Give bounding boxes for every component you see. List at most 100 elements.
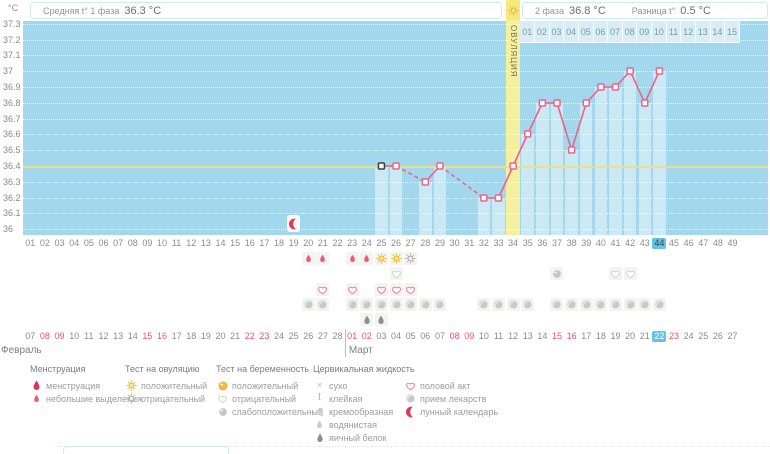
x-axis-day-label[interactable]: 26 xyxy=(391,238,402,248)
x-axis-day-label[interactable]: 13 xyxy=(200,238,211,248)
month-label-march: Март xyxy=(348,345,373,356)
month-separator xyxy=(344,329,346,357)
x-axis-day-label[interactable]: 23 xyxy=(347,238,358,248)
legend-group-5: половой акт прием лекарств лунный календар… xyxy=(404,364,498,418)
x-axis-day-label[interactable]: 27 xyxy=(405,238,416,248)
day-bar xyxy=(594,87,608,235)
icon-cell-pill xyxy=(389,298,403,311)
legend-item-label: положительный xyxy=(141,380,208,391)
legend-item-label: сухо xyxy=(329,380,348,391)
day-bar xyxy=(638,103,652,235)
dpo-cell: 03 xyxy=(549,21,565,43)
legend-item-label: менструация xyxy=(46,380,101,391)
y-axis-tick-label: 36.5 xyxy=(3,145,21,155)
x-axis-day-label[interactable]: 22 xyxy=(332,238,343,248)
icon-cell-spotting xyxy=(301,252,315,265)
icon-cell-ovulation-positive xyxy=(374,252,388,265)
x-axis-day-label[interactable]: 08 xyxy=(127,238,138,248)
x-axis-day-label[interactable]: 39 xyxy=(581,238,592,248)
x-axis-day-label[interactable]: 42 xyxy=(625,238,636,248)
x-axis-day-label[interactable]: 49 xyxy=(727,238,738,248)
date-cell: 07 xyxy=(434,331,445,341)
dpo-cell: 05 xyxy=(578,21,594,43)
date-cell: 23 xyxy=(259,331,270,341)
x-axis-day-label[interactable]: 37 xyxy=(551,238,562,248)
x-axis-day-label[interactable]: 07 xyxy=(113,238,124,248)
x-axis-day-label[interactable]: 33 xyxy=(493,238,504,248)
x-axis-day-label[interactable]: 40 xyxy=(595,238,606,248)
pill-icon xyxy=(552,300,562,309)
grid-line xyxy=(23,71,768,72)
x-axis-day-label[interactable]: 02 xyxy=(39,238,50,248)
y-axis-tick-label: 36.4 xyxy=(3,161,21,171)
date-cell: 14 xyxy=(537,331,548,341)
x-axis-day-label[interactable]: 03 xyxy=(54,238,65,248)
day-bar xyxy=(477,198,491,235)
date-cell: 20 xyxy=(215,331,226,341)
x-axis-day-label[interactable]: 44 xyxy=(652,238,667,249)
x-axis-day-label[interactable]: 47 xyxy=(698,238,709,248)
icon-cell-pregnancy-negative xyxy=(609,267,622,280)
grid-line xyxy=(23,134,768,135)
x-axis-day-label[interactable]: 28 xyxy=(420,238,431,248)
x-axis-day-label[interactable]: 12 xyxy=(186,238,197,248)
day-bar xyxy=(536,103,549,235)
date-cell: 28 xyxy=(332,331,343,341)
x-axis-day-label[interactable]: 45 xyxy=(669,238,680,248)
pill-icon xyxy=(626,300,635,309)
x-axis-day-label[interactable]: 20 xyxy=(303,238,314,248)
x-axis-day-label[interactable]: 35 xyxy=(522,238,533,248)
x-axis-day-label[interactable]: 10 xyxy=(156,238,167,248)
x-axis-day-label[interactable]: 18 xyxy=(274,238,285,248)
x-axis-day-label[interactable]: 41 xyxy=(610,238,621,248)
x-axis-day-label[interactable]: 29 xyxy=(434,238,445,248)
x-axis-day-label[interactable]: 38 xyxy=(566,238,577,248)
pill-icon xyxy=(392,300,401,309)
x-axis-day-label[interactable]: 43 xyxy=(639,238,650,248)
legend-group-title xyxy=(404,364,498,376)
pill-icon xyxy=(362,300,371,309)
x-axis-day-label[interactable]: 36 xyxy=(537,238,548,248)
x-axis-day-label[interactable]: 04 xyxy=(69,238,80,248)
x-axis-day-label[interactable]: 05 xyxy=(83,238,94,248)
x-axis-day-label[interactable]: 01 xyxy=(25,238,36,248)
x-axis-day-label[interactable]: 11 xyxy=(171,238,182,248)
x-axis-day-label[interactable]: 34 xyxy=(508,238,519,248)
pill-icon xyxy=(523,300,532,309)
icon-cell-pill xyxy=(433,298,447,311)
x-axis-day-label[interactable]: 46 xyxy=(683,238,694,248)
grid-line xyxy=(23,87,768,88)
pregnancy-weak-icon xyxy=(216,407,229,417)
x-axis-day-label[interactable]: 06 xyxy=(98,238,109,248)
x-axis-day-label[interactable]: 17 xyxy=(259,238,270,248)
heart-icon xyxy=(376,285,387,295)
grid-line xyxy=(23,182,768,183)
dpo-cell: 09 xyxy=(637,21,653,43)
x-axis-day-label[interactable]: 19 xyxy=(288,238,299,248)
x-axis-day-label[interactable]: 15 xyxy=(230,238,241,248)
pill-icon xyxy=(655,300,664,309)
date-cell: 10 xyxy=(478,331,489,341)
pill-icon xyxy=(596,300,605,309)
x-axis-day-label[interactable]: 16 xyxy=(244,238,255,248)
x-axis-day-label[interactable]: 31 xyxy=(464,238,475,248)
x-axis-day-label[interactable]: 21 xyxy=(317,238,328,248)
legend-item: половой акт xyxy=(404,379,498,392)
day-bar xyxy=(389,166,403,235)
icon-cell-heart xyxy=(404,283,418,296)
date-cell: 15 xyxy=(551,331,562,341)
x-axis-day-label[interactable]: 32 xyxy=(478,238,489,248)
ovulation-band-top xyxy=(505,0,521,20)
x-axis-day-label[interactable]: 24 xyxy=(361,238,372,248)
icon-cell-heart xyxy=(374,283,388,296)
x-axis-day-label[interactable]: 30 xyxy=(449,238,460,248)
x-axis-day-label[interactable]: 48 xyxy=(712,238,723,248)
date-cell: 24 xyxy=(274,331,285,341)
icon-cell-pill xyxy=(638,298,652,311)
icon-cell-spotting xyxy=(316,252,330,265)
date-cell: 17 xyxy=(171,331,182,341)
x-axis-day-label[interactable]: 09 xyxy=(142,238,153,248)
x-axis-day-label[interactable]: 25 xyxy=(376,238,387,248)
x-axis-day-label[interactable]: 14 xyxy=(215,238,226,248)
